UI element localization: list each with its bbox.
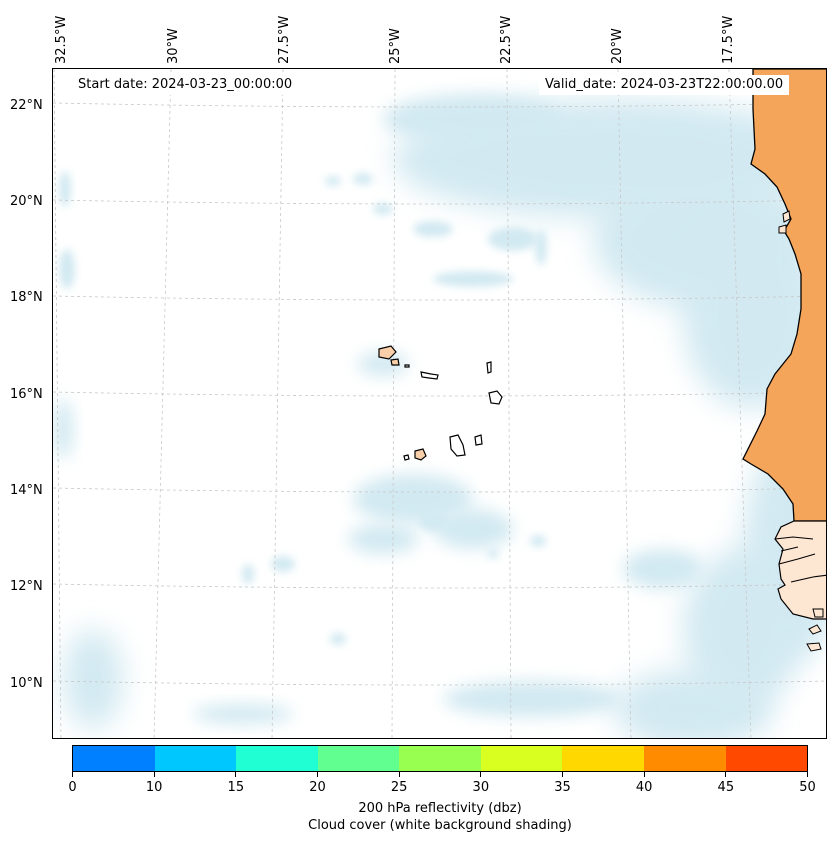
lat-label-12n: 12°N: [10, 579, 43, 594]
lat-label-14n: 14°N: [10, 483, 43, 498]
island-fogo: [414, 448, 427, 461]
colorbar-tick-label: 50: [799, 780, 816, 795]
colorbar-tick: [725, 772, 727, 777]
island-sao-nicolau: [420, 371, 439, 380]
colorbar-segment-8: [725, 746, 808, 771]
colorbar-tick: [643, 772, 645, 777]
island-brava: [403, 454, 410, 461]
colorbar-tick-label: 20: [309, 780, 326, 795]
colorbar-segment-2: [236, 746, 318, 771]
lon-label-20w: 20°W: [610, 28, 625, 64]
island-maio: [474, 434, 483, 446]
colorbar-segment-0: [73, 746, 155, 771]
lon-label-17-5w: 17.5°W: [721, 15, 736, 64]
lon-label-25w: 25°W: [388, 28, 403, 64]
colorbar-title: 200 hPa reflectivity (dbz): [358, 801, 522, 816]
island-boa-vista: [488, 390, 503, 405]
africa-coast: [742, 69, 826, 652]
island-sal: [486, 361, 492, 374]
lat-label-18n: 18°N: [10, 290, 43, 305]
lon-label-27-5w: 27.5°W: [277, 15, 292, 64]
colorbar-segment-3: [317, 746, 400, 771]
gridlines: [53, 69, 826, 738]
colorbar-tick-label: 30: [472, 780, 490, 795]
colorbar-tick: [317, 772, 318, 777]
colorbar-tick: [153, 772, 155, 777]
cape-verde-islands: [378, 345, 503, 461]
colorbar: [72, 745, 808, 772]
lon-label-32-5w: 32.5°W: [54, 15, 69, 64]
lat-label-20n: 20°N: [10, 194, 43, 209]
colorbar-tick-label: 0: [68, 780, 77, 795]
lat-label-22n: 22°N: [10, 98, 43, 113]
colorbar-tick-label: 25: [390, 780, 408, 795]
colorbar-subtitle: Cloud cover (white background shading): [308, 818, 572, 833]
island-santo-antao: [378, 345, 397, 360]
map-canvas: [53, 69, 826, 738]
colorbar-tick-label: 10: [145, 780, 163, 795]
colorbar-tick: [807, 772, 808, 777]
colorbar-segment-5: [480, 746, 563, 771]
valid-date-label: Valid_date: 2024-03-23T22:00:00.00: [539, 75, 790, 95]
colorbar-segment-1: [154, 746, 237, 771]
island-santa-luzia: [404, 364, 410, 368]
map-panel: [52, 68, 827, 739]
lat-label-10n: 10°N: [10, 676, 43, 691]
cloud-cover-layer: [53, 94, 826, 738]
colorbar-tick: [235, 772, 237, 777]
island-sao-vicente: [390, 358, 400, 366]
lat-label-16n: 16°N: [10, 387, 43, 402]
start-date-label: Start date: 2024-03-23_00:00:00: [72, 75, 299, 95]
colorbar-tick: [562, 772, 563, 777]
colorbar-segment-4: [399, 746, 481, 771]
colorbar-tick: [398, 772, 400, 777]
colorbar-tick-label: 40: [635, 780, 653, 795]
colorbar-tick-label: 15: [227, 780, 245, 795]
colorbar-segment-6: [562, 746, 644, 771]
colorbar-segment-7: [643, 746, 726, 771]
island-santiago: [449, 434, 466, 457]
colorbar-tick-label: 35: [554, 780, 571, 795]
lon-label-30w: 30°W: [166, 28, 181, 64]
colorbar-tick: [480, 772, 482, 777]
colorbar-tick-label: 45: [717, 780, 735, 795]
lon-label-22-5w: 22.5°W: [499, 15, 514, 64]
colorbar-tick: [72, 772, 73, 777]
